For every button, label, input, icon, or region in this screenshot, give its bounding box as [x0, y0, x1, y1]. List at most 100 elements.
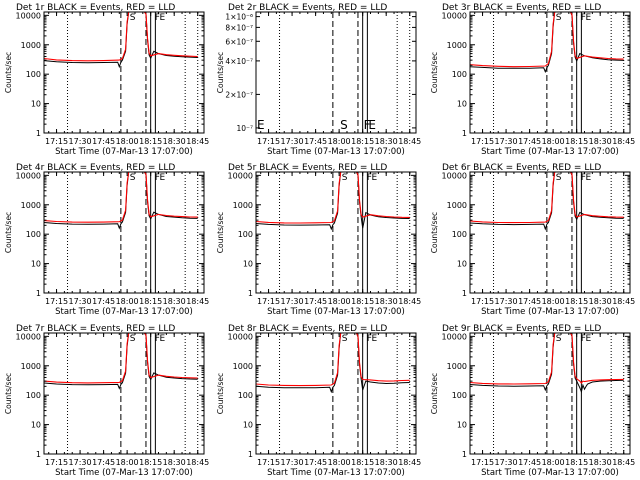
y-tick-label: 10 — [457, 421, 467, 430]
y-tick-label: 1000 — [447, 201, 467, 210]
x-tick-label: 18:15 — [351, 137, 374, 146]
x-tick-label: 18:00 — [542, 458, 565, 467]
x-tick-label: 18:30 — [589, 137, 612, 146]
y-axis-label: Counts/sec — [430, 212, 439, 253]
y-tick-label: 10 — [243, 260, 253, 269]
y-axis-label: Counts/sec — [4, 373, 13, 414]
x-tick-label: 17:30 — [69, 297, 92, 306]
y-tick-label: 10000 — [442, 11, 467, 20]
x-tick-label: 17:45 — [518, 458, 541, 467]
series-events-line — [44, 333, 198, 390]
x-axis-label: Start Time (07-Mar-13 17:07:00) — [481, 468, 619, 478]
plot-frame — [469, 171, 631, 294]
plot-area — [256, 333, 411, 454]
x-tick-label: 18:30 — [375, 137, 398, 146]
x-axis-label: Start Time (07-Mar-13 17:07:00) — [481, 147, 619, 157]
series-lld-line — [470, 172, 624, 224]
marker-e: E — [368, 118, 376, 132]
plot-frame — [43, 11, 205, 134]
y-tick-label: 10 — [457, 260, 467, 269]
x-tick-label: 17:45 — [518, 137, 541, 146]
y-tick-label: 10000 — [16, 171, 41, 180]
x-tick-label: 17:45 — [304, 297, 327, 306]
x-tick-label: 17:45 — [92, 297, 115, 306]
marker-f: F — [155, 13, 160, 23]
y-tick-label: 100 — [238, 391, 253, 400]
y-tick-label: 1 — [462, 129, 467, 138]
x-tick-label: 17:15 — [257, 458, 280, 467]
series-events-line — [470, 12, 624, 74]
y-tick-label: 10⁻⁷ — [236, 124, 253, 133]
x-tick-label: 17:45 — [518, 297, 541, 306]
x-tick-label: 17:30 — [495, 297, 518, 306]
x-tick-label: 18:00 — [116, 137, 139, 146]
plot-frame — [255, 171, 417, 294]
y-tick-label: 10000 — [16, 11, 41, 20]
x-tick-label: 18:30 — [375, 458, 398, 467]
y-tick-label: 100 — [26, 70, 41, 79]
x-tick-label: 18:45 — [612, 297, 635, 306]
panel-title: Det 7r BLACK = Events, RED = LLD — [16, 324, 175, 334]
x-tick-label: 18:45 — [612, 458, 635, 467]
x-tick-label: 18:15 — [351, 458, 374, 467]
x-tick-label: 18:00 — [542, 297, 565, 306]
marker-f: F — [581, 334, 586, 344]
marker-s: S — [130, 173, 136, 183]
y-tick-label: 1 — [36, 450, 41, 459]
marker-s: S — [342, 334, 348, 344]
x-tick-label: 18:45 — [398, 458, 421, 467]
y-tick-label: 1 — [36, 129, 41, 138]
x-tick-label: 17:30 — [281, 458, 304, 467]
y-axis-label: Counts/sec — [4, 52, 13, 93]
y-tick-label: 100 — [452, 230, 467, 239]
panel-title: Det 3r BLACK = Events, RED = LLD — [442, 3, 601, 13]
marker-e: E — [160, 334, 166, 344]
plot-frame — [43, 332, 205, 455]
series-events-line — [256, 172, 410, 231]
series-lld-line — [44, 12, 198, 62]
x-axis-label: Start Time (07-Mar-13 17:07:00) — [267, 147, 405, 157]
series-lld-line — [44, 172, 198, 223]
panel-title: Det 9r BLACK = Events, RED = LLD — [442, 324, 601, 334]
x-tick-label: 18:45 — [612, 137, 635, 146]
y-tick-label: 1000 — [447, 362, 467, 371]
marker-e: E — [372, 173, 378, 183]
y-tick-label: 1 — [248, 289, 253, 298]
x-axis-label: Start Time (07-Mar-13 17:07:00) — [55, 307, 193, 317]
x-tick-label: 18:45 — [186, 458, 209, 467]
x-tick-label: 18:45 — [398, 137, 421, 146]
y-tick-label: 2×10⁻⁷ — [225, 90, 253, 99]
series-lld-line — [256, 172, 410, 224]
y-tick-label: 1000 — [21, 41, 41, 50]
x-tick-label: 18:30 — [163, 458, 186, 467]
marker-f: F — [581, 13, 586, 23]
y-tick-label: 100 — [238, 230, 253, 239]
x-tick-label: 17:15 — [45, 458, 68, 467]
marker-f: F — [367, 334, 372, 344]
x-axis-label: Start Time (07-Mar-13 17:07:00) — [267, 468, 405, 478]
plot-frame — [43, 171, 205, 294]
series-lld-line — [470, 333, 624, 385]
plot-area — [470, 12, 625, 133]
y-axis-label: Counts/sec — [430, 52, 439, 93]
y-tick-label: 8×10⁻⁷ — [225, 23, 253, 32]
y-axis-label: Counts/sec — [4, 212, 13, 253]
y-tick-label: 10 — [31, 100, 41, 109]
x-tick-label: 18:00 — [328, 137, 351, 146]
x-tick-label: 17:15 — [471, 458, 494, 467]
marker-s: S — [556, 13, 562, 23]
panel-title: Det 2r BLACK = Events, RED = LLD — [228, 3, 387, 13]
y-tick-label: 100 — [452, 70, 467, 79]
x-tick-label: 18:00 — [116, 458, 139, 467]
x-tick-label: 17:45 — [304, 458, 327, 467]
marker-e: E — [372, 334, 378, 344]
marker-left-e: E — [257, 118, 265, 132]
y-tick-label: 1 — [462, 450, 467, 459]
